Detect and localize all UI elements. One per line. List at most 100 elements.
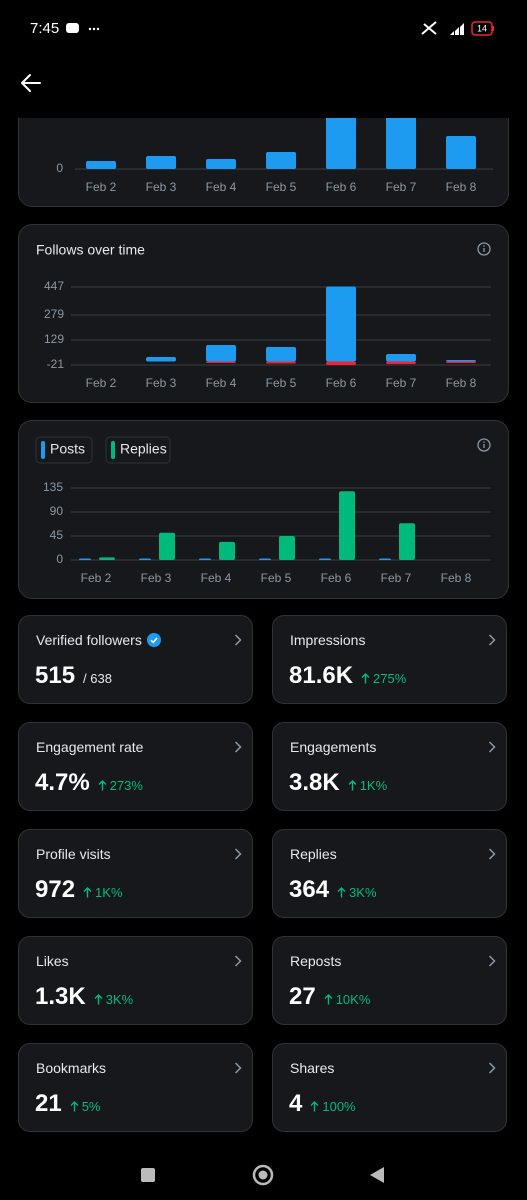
up-arrow (361, 673, 370, 684)
x-tick-label: Feb 4 (206, 376, 237, 390)
chevron-path (234, 955, 242, 967)
up-arrow-path (361, 673, 370, 684)
nav-home[interactable] (252, 1164, 274, 1186)
stat-card[interactable]: Bookmarks 21 5% (18, 1043, 253, 1132)
chevron-path (488, 1062, 496, 1074)
nav-bar (141, 1164, 384, 1186)
chevron-path (488, 955, 496, 967)
up-arrow (324, 994, 333, 1005)
stat-label: Engagements (290, 739, 376, 755)
stat-card[interactable]: Shares 4 100% (272, 1043, 507, 1132)
stat-value-text: 4 (289, 1090, 303, 1117)
stat-change: 1K% (348, 778, 387, 793)
bar (386, 111, 416, 169)
bar (326, 361, 356, 365)
chart-title: Follows over time (36, 242, 145, 258)
back-button[interactable] (21, 74, 41, 92)
stat-card[interactable]: Replies 364 3K% (272, 829, 507, 918)
stat-label: Reposts (290, 953, 341, 969)
stat-change-text: 10K% (335, 992, 371, 1007)
up-arrow-path (94, 994, 103, 1005)
stat-total: / 638 (83, 671, 112, 686)
chevron (234, 634, 242, 646)
stat-card[interactable]: Engagement rate 4.7% 273% (18, 722, 253, 811)
stat-value: 27 10K% (289, 983, 370, 1011)
stat-change: 3K% (94, 992, 133, 1007)
stat-value-text: 364 (289, 876, 330, 903)
x-tick-label: Feb 3 (146, 376, 177, 390)
legend-label: Posts (50, 441, 85, 457)
y-tick-label: 129 (44, 332, 64, 346)
stat-value: 4.7% 273% (35, 769, 143, 797)
stat-value-text: 81.6K (289, 662, 354, 689)
bar (79, 558, 91, 560)
chevron (488, 1062, 496, 1074)
stat-label-text: Engagements (290, 739, 377, 755)
y-tick-label: 45 (50, 528, 64, 542)
stat-label-text: Shares (290, 1060, 335, 1076)
nav-recents[interactable] (141, 1168, 155, 1182)
x-tick-label: Feb 5 (266, 376, 297, 390)
stat-label-text: Impressions (290, 632, 366, 648)
up-arrow (83, 887, 92, 898)
chart-card: 0 45 90 135 Feb 2 Feb 3 Feb 4 Feb 5 Feb 6 Feb 7 Fe… (18, 420, 509, 599)
stat-card[interactable]: Likes 1.3K 3K% (18, 936, 253, 1025)
stat-card[interactable]: Impressions 81.6K 275% (272, 615, 507, 704)
info-icon[interactable] (477, 438, 491, 452)
x-tick-label: Feb 7 (386, 376, 417, 390)
chevron-path (488, 848, 496, 860)
stat-card[interactable]: Profile visits 972 1K% (18, 829, 253, 918)
bar (399, 523, 415, 560)
stat-value: 4 100% (289, 1090, 356, 1118)
chevron-path (488, 741, 496, 753)
stat-change-text: 100% (322, 1099, 356, 1114)
up-arrow (98, 780, 107, 791)
legend-label: Replies (120, 441, 167, 457)
legend-item[interactable] (105, 436, 171, 464)
bar (206, 361, 236, 363)
stat-change-text: 273% (109, 778, 143, 793)
info-icon-dot (483, 441, 485, 443)
stat-change: 275% (361, 671, 406, 686)
stat-value-text: 1.3K (35, 983, 86, 1010)
chevron (234, 1062, 242, 1074)
stat-change: 100% (310, 1099, 356, 1114)
stat-value: 972 1K% (35, 876, 123, 904)
battery-level: 14 (477, 23, 487, 33)
x-tick-label: Feb 2 (86, 180, 117, 194)
chevron-path (234, 848, 242, 860)
x-tick-label: Feb 8 (446, 376, 477, 390)
bar (159, 532, 175, 560)
stat-label-text: Likes (36, 953, 69, 969)
bar (386, 361, 416, 364)
up-arrow-path (70, 1101, 79, 1112)
stat-value: 515 / 638 (35, 662, 112, 690)
up-arrow (337, 887, 346, 898)
stat-change: 10K% (324, 992, 371, 1007)
status-icon (66, 23, 79, 33)
legend-item[interactable] (35, 436, 93, 464)
badge-check (150, 637, 158, 644)
chart: 0 45 90 135 Feb 2 Feb 3 Feb 4 Feb 5 Feb 6 Feb 7 Fe… (35, 436, 491, 585)
y-tick-label: 0 (56, 552, 63, 566)
stat-label-text: Engagement rate (36, 739, 144, 755)
stat-card[interactable]: Reposts 27 10K% (272, 936, 507, 1025)
y-tick-label: 90 (50, 504, 64, 518)
bar (446, 136, 476, 169)
chart: Follows over time -21 129 279 447 Feb 2 Feb 3 F… (36, 242, 491, 390)
stat-card[interactable]: Verified followers 515 / 638 (18, 615, 253, 704)
stat-change: 5% (70, 1099, 101, 1114)
bar (326, 286, 356, 362)
nav-back[interactable] (370, 1167, 384, 1183)
stat-change-text: 1K% (359, 778, 388, 793)
status-dot (88, 27, 92, 31)
up-arrow-path (348, 780, 357, 791)
stat-value-text: 3.8K (289, 769, 340, 796)
status-icon (421, 21, 437, 35)
info-icon[interactable] (477, 242, 491, 256)
stat-card[interactable]: Engagements 3.8K 1K% (272, 722, 507, 811)
x-tick-label: Feb 5 (266, 180, 297, 194)
stat-value-text: 4.7% (35, 769, 90, 796)
chevron-path (488, 634, 496, 646)
